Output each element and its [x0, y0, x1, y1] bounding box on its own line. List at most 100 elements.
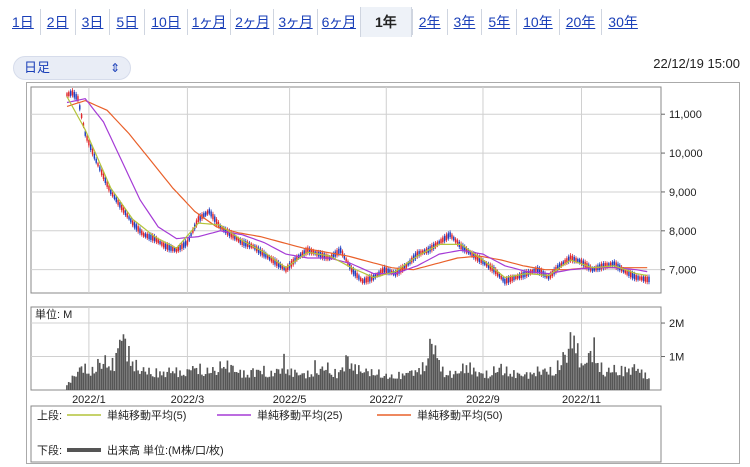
candle-body: [405, 263, 408, 268]
volume-bar: [277, 369, 280, 390]
tab-2[interactable]: 3日: [74, 9, 110, 35]
volume-bar: [89, 375, 92, 390]
volume-bar: [503, 373, 506, 390]
volume-bar: [131, 361, 134, 390]
volume-bar: [208, 373, 211, 390]
candle-body: [199, 215, 201, 221]
volume-bar: [288, 375, 291, 390]
tab-14[interactable]: 20年: [558, 9, 602, 35]
candle-body: [257, 247, 260, 253]
volume-bar: [622, 376, 625, 390]
volume-bar: [370, 369, 373, 390]
volume-bar: [396, 378, 398, 390]
tab-0[interactable]: 1日: [12, 14, 34, 30]
tab-7[interactable]: 3ヶ月: [273, 9, 316, 35]
volume-bar: [500, 363, 502, 390]
volume-bar: [224, 368, 227, 390]
candle-body: [360, 277, 362, 282]
tab-11[interactable]: 3年: [446, 9, 482, 35]
volume-bar: [628, 368, 630, 390]
candle-body: [520, 272, 523, 279]
volume-bar: [230, 364, 232, 390]
volume-bar: [233, 371, 236, 390]
tab-15[interactable]: 30年: [601, 9, 644, 35]
volume-bar: [474, 371, 477, 390]
candle-body: [97, 163, 99, 167]
tab-12[interactable]: 5年: [481, 9, 516, 35]
volume-bar: [379, 377, 382, 390]
volume-bar: [67, 382, 70, 390]
tab-3[interactable]: 5日: [109, 9, 144, 35]
tab-5[interactable]: 1ヶ月: [186, 9, 230, 35]
candle-body: [265, 253, 267, 258]
volume-bar: [571, 348, 574, 390]
candle-body: [66, 93, 68, 97]
volume-bar: [378, 369, 380, 390]
volume-bar: [445, 375, 448, 390]
volume-bar: [618, 375, 621, 390]
volume-bar: [104, 355, 107, 390]
tab-6[interactable]: 2ヶ月: [230, 9, 273, 35]
volume-bar: [613, 364, 616, 390]
tab-1[interactable]: 2日: [39, 9, 75, 35]
x-tick-label: 2022/3: [171, 394, 205, 406]
volume-bar: [235, 372, 238, 390]
candle-body: [509, 276, 512, 283]
interval-select[interactable]: 日足 ⇕: [13, 56, 131, 80]
candle-body: [365, 277, 367, 283]
volume-bar: [558, 370, 561, 390]
volume-bar: [518, 373, 521, 390]
tab-4[interactable]: 10日: [144, 9, 187, 35]
candle-body: [186, 240, 189, 245]
chevron-updown-icon: ⇕: [109, 61, 120, 75]
candle-body: [575, 257, 577, 263]
volume-bar: [513, 370, 515, 390]
tab-13[interactable]: 10年: [516, 9, 559, 35]
tab-9[interactable]: 1年: [359, 7, 412, 37]
candle-body: [580, 259, 583, 265]
volume-bar: [354, 364, 356, 390]
legend-ma25-label: 単純移動平均(25): [257, 408, 343, 422]
candle-body: [88, 140, 90, 146]
tab-8[interactable]: 6ヶ月: [316, 9, 360, 35]
candle-body: [139, 228, 141, 234]
candle-body: [400, 266, 402, 273]
legend-lower-label: 下段:: [37, 443, 62, 457]
volume-bar: [108, 366, 110, 390]
candle-body: [166, 244, 169, 250]
volume-bar: [589, 350, 592, 390]
tab-10[interactable]: 2年: [411, 9, 447, 35]
candle-body: [343, 254, 346, 259]
candle-body: [172, 246, 174, 252]
volume-bar: [228, 372, 231, 390]
volume-bar: [487, 378, 490, 390]
candle-body: [243, 240, 245, 246]
volume-bar: [115, 352, 117, 390]
volume-bar: [330, 374, 333, 390]
volume-bar: [427, 358, 429, 390]
candle-body: [99, 166, 101, 171]
volume-bar: [264, 376, 267, 390]
price-ytick-label: 10,000: [669, 148, 703, 160]
candle-body: [153, 235, 156, 242]
candle-body: [485, 262, 488, 267]
volume-bar: [95, 371, 97, 390]
candle-body: [416, 251, 419, 257]
candle-body: [69, 91, 72, 96]
volume-bar: [467, 372, 470, 390]
candle-body: [478, 256, 481, 262]
x-tick-label: 2022/11: [562, 394, 601, 406]
volume-bar: [595, 363, 597, 390]
volume-bar: [336, 378, 338, 390]
volume-bar: [217, 372, 220, 390]
candle-body: [327, 255, 329, 260]
x-tick-label: 2022/5: [273, 394, 307, 406]
ma25-line: [66, 98, 648, 275]
candle-body: [562, 261, 564, 265]
candle-body: [241, 239, 243, 245]
candle-body: [502, 277, 504, 282]
candle-body: [197, 216, 200, 222]
candle-body: [376, 273, 378, 277]
volume-bar: [202, 376, 205, 390]
candle-body: [380, 269, 382, 275]
